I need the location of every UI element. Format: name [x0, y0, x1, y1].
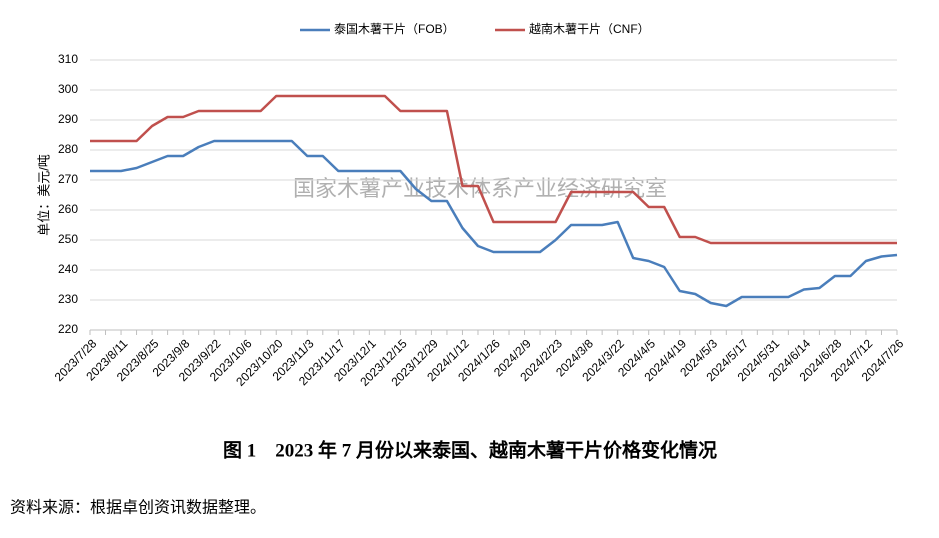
source-note: 资料来源：根据卓创资讯数据整理。 — [10, 499, 266, 517]
data-line — [90, 94, 897, 245]
y-tick-label: 280 — [58, 142, 78, 156]
y-tick-label: 220 — [58, 322, 78, 336]
y-axis-label: 单位：美元/吨 — [36, 154, 51, 236]
legend-label: 越南木薯干片（CNF） — [529, 21, 650, 36]
data-line — [90, 139, 898, 308]
y-tick-label: 250 — [58, 232, 78, 246]
y-tick-label: 300 — [58, 82, 78, 96]
legend-label: 泰国木薯干片（FOB） — [334, 22, 455, 36]
y-tick-label: 310 — [58, 52, 78, 66]
y-tick-label: 270 — [58, 172, 78, 186]
chart-title: 图 1 2023 年 7 月份以来泰国、越南木薯干片价格变化情况 — [223, 438, 717, 461]
y-tick-label: 290 — [58, 112, 78, 126]
y-tick-label: 260 — [58, 202, 78, 216]
y-tick-label: 230 — [58, 292, 78, 306]
y-tick-label: 240 — [58, 262, 78, 276]
